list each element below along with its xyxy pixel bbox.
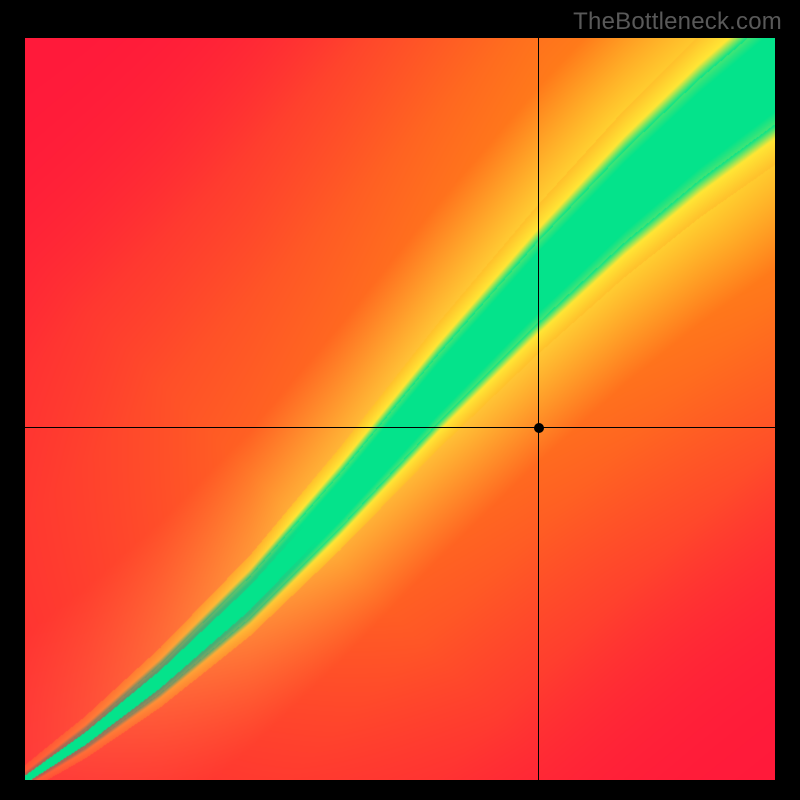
crosshair-marker	[534, 423, 544, 433]
chart-container: TheBottleneck.com	[0, 0, 800, 800]
crosshair-vertical	[538, 38, 539, 780]
heatmap-canvas	[25, 38, 775, 780]
heatmap-plot	[25, 38, 775, 780]
watermark-text: TheBottleneck.com	[573, 8, 782, 36]
crosshair-horizontal	[25, 427, 775, 428]
